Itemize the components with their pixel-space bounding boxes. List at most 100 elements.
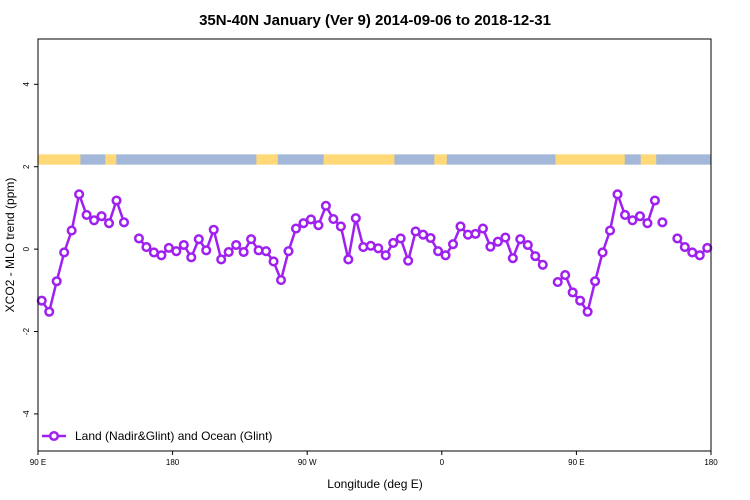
x-tick-label: 90 W	[298, 458, 317, 467]
land-ocean-strip	[38, 154, 712, 165]
data-point	[649, 195, 660, 206]
data-point	[111, 195, 122, 206]
data-point	[51, 276, 62, 287]
x-tick-label: 90 E	[30, 458, 46, 467]
data-point	[455, 221, 466, 232]
data-point	[694, 250, 705, 261]
data-point	[238, 246, 249, 258]
data-point	[223, 246, 234, 258]
data-point	[575, 295, 586, 306]
data-point	[328, 213, 339, 225]
data-point	[261, 246, 272, 257]
data-point	[216, 254, 227, 265]
data-point	[530, 251, 541, 262]
data-point	[343, 254, 354, 265]
legend: Land (Nadir&Glint) and Ocean (Glint)	[42, 429, 272, 443]
data-point	[141, 242, 152, 253]
series-line-land-ocean	[36, 189, 713, 317]
data-point	[634, 211, 646, 222]
data-point	[350, 213, 361, 224]
data-point	[298, 218, 309, 229]
data-point	[433, 246, 444, 257]
plot-frame	[37, 38, 712, 452]
data-point	[470, 228, 481, 239]
y-axis-label: XCO2 - MLO trend (ppm)	[3, 178, 17, 313]
y-tick-label: 0	[22, 246, 31, 251]
data-point	[81, 209, 92, 220]
data-point	[440, 250, 451, 261]
data-point	[679, 242, 690, 253]
y-tick-label: -2	[22, 327, 31, 335]
chart-title: 35N-40N January (Ver 9) 2014-09-06 to 20…	[199, 12, 551, 29]
axes	[34, 38, 712, 455]
data-point	[313, 220, 324, 231]
data-point	[193, 234, 204, 245]
data-point	[156, 250, 167, 261]
land-segment	[434, 154, 447, 165]
data-point	[208, 224, 219, 235]
data-point	[395, 233, 406, 244]
data-point	[290, 223, 302, 234]
data-point	[582, 306, 593, 317]
data-point	[89, 215, 100, 226]
data-point	[283, 246, 294, 257]
land-segment	[640, 154, 657, 165]
legend-marker-swatch	[48, 430, 60, 442]
ocean-segment	[393, 154, 435, 165]
y-tick-label: 4	[22, 82, 31, 87]
ocean-segment	[655, 154, 712, 165]
data-point	[268, 256, 279, 267]
data-point	[59, 247, 70, 258]
data-point	[537, 259, 548, 270]
x-tick-label: 90 E	[568, 458, 584, 467]
data-point	[477, 223, 488, 234]
data-point	[133, 233, 144, 244]
x-tick-label: 0	[440, 458, 445, 467]
ocean-segment	[277, 154, 325, 165]
data-point	[515, 234, 526, 245]
ocean-segment	[446, 154, 556, 165]
data-point	[201, 245, 212, 256]
data-point	[500, 232, 511, 243]
x-axis-label: Longitude (deg E)	[327, 477, 422, 491]
land-segment	[555, 154, 625, 165]
y-tick-label: 2	[22, 164, 31, 169]
data-point	[567, 287, 578, 298]
data-point	[305, 214, 316, 225]
data-point	[702, 242, 713, 253]
land-segment	[105, 154, 117, 165]
tick-labels: 90 E 180 90 W 0 90 E 180 -4 -2 0 2 4	[22, 82, 718, 467]
data-point	[246, 234, 257, 245]
data-point	[231, 239, 242, 251]
data-point	[552, 277, 563, 288]
data-point	[36, 295, 47, 306]
data-point	[597, 247, 608, 258]
y-tick-label: -4	[22, 410, 31, 418]
data-point	[66, 225, 77, 236]
x-tick-label: 180	[704, 458, 718, 467]
data-point	[619, 209, 631, 220]
data-point	[447, 239, 459, 250]
data-point	[485, 241, 496, 252]
data-point	[74, 189, 85, 200]
data-point	[672, 233, 683, 244]
data-point	[507, 253, 518, 264]
data-point	[388, 237, 399, 248]
x-tick-label: 180	[166, 458, 180, 467]
data-point	[642, 218, 653, 229]
data-point	[44, 306, 55, 317]
data-point	[380, 250, 391, 261]
data-point	[320, 200, 331, 211]
data-point	[178, 239, 189, 251]
data-point	[560, 270, 571, 281]
data-point	[373, 243, 384, 254]
data-point	[522, 239, 533, 251]
data-point	[186, 252, 197, 263]
land-segment	[256, 154, 278, 165]
data-point	[96, 211, 107, 222]
land-segment	[38, 154, 81, 165]
data-point	[657, 217, 668, 228]
data-point	[605, 225, 616, 236]
data-point	[612, 189, 623, 200]
